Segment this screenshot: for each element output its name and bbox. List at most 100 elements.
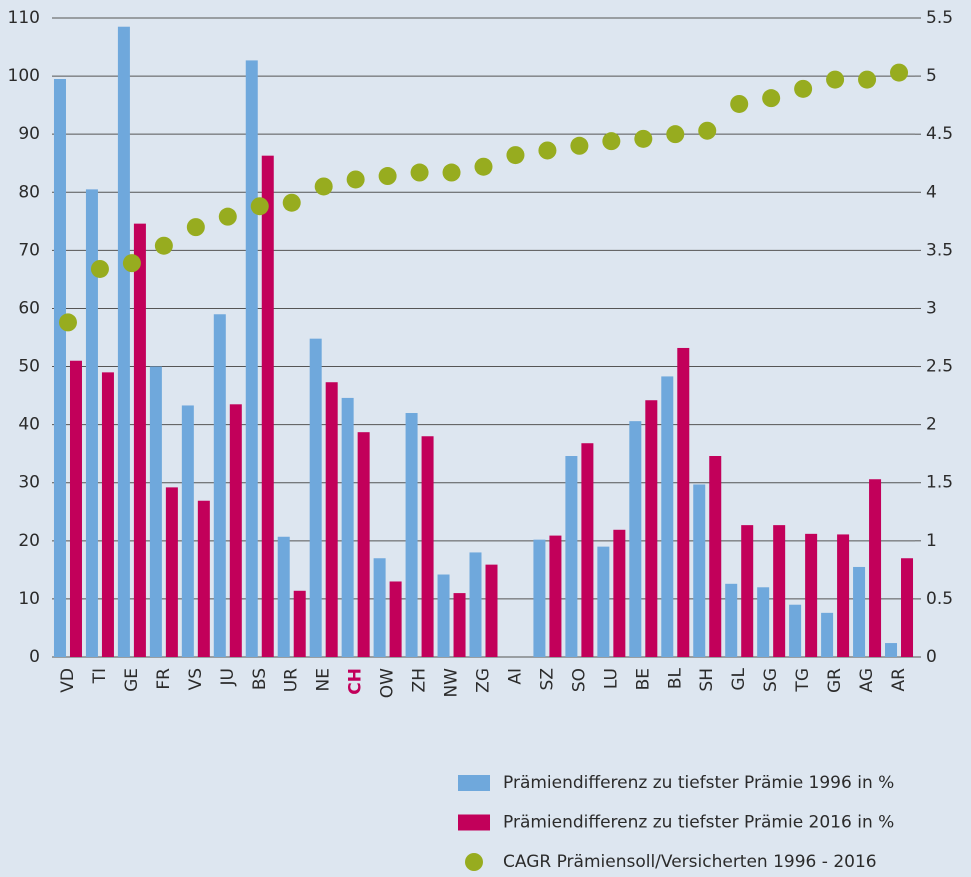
x-tick-label: AR bbox=[889, 668, 909, 692]
bar bbox=[853, 566, 866, 657]
x-tick-label: JU bbox=[218, 668, 238, 686]
y2-tick-label: 0 bbox=[926, 647, 937, 667]
bar bbox=[117, 26, 130, 658]
y2-tick-label: 3 bbox=[926, 298, 937, 318]
bar bbox=[597, 546, 610, 657]
y2-tick-label: 4 bbox=[926, 182, 937, 202]
bar bbox=[197, 500, 210, 657]
bar bbox=[85, 189, 98, 658]
x-tick-label: SH bbox=[697, 668, 717, 692]
bar bbox=[53, 78, 66, 657]
bar bbox=[149, 366, 162, 657]
dot bbox=[474, 157, 493, 176]
dot bbox=[314, 177, 333, 196]
legend-swatch bbox=[458, 814, 490, 831]
bar bbox=[757, 587, 770, 657]
x-tick-label: BS bbox=[250, 668, 270, 690]
dot bbox=[346, 170, 365, 189]
dot bbox=[666, 125, 685, 144]
bar bbox=[309, 338, 322, 657]
x-tick-label: SG bbox=[761, 668, 781, 692]
bar bbox=[357, 432, 370, 657]
x-tick-label: AI bbox=[505, 668, 525, 685]
bar bbox=[581, 443, 594, 657]
bar bbox=[469, 552, 482, 657]
bar bbox=[437, 574, 450, 657]
bar bbox=[565, 456, 578, 657]
dot bbox=[378, 167, 397, 186]
bar bbox=[645, 400, 658, 657]
bar bbox=[613, 529, 626, 657]
y-tick-label: 20 bbox=[18, 531, 40, 551]
bar bbox=[133, 223, 146, 657]
y-tick-label: 60 bbox=[18, 298, 40, 318]
bar bbox=[533, 539, 546, 657]
x-tick-label: LU bbox=[601, 668, 621, 689]
bar bbox=[869, 479, 882, 657]
y-tick-label: 10 bbox=[18, 589, 40, 609]
dot bbox=[890, 63, 909, 82]
x-tick-label: ZH bbox=[410, 668, 430, 692]
bar bbox=[101, 372, 114, 657]
dot bbox=[442, 163, 461, 182]
y2-tick-label: 3.5 bbox=[926, 240, 953, 260]
y-tick-label: 0 bbox=[29, 647, 40, 667]
dot bbox=[58, 313, 77, 332]
dot bbox=[762, 89, 781, 108]
dot bbox=[538, 141, 557, 160]
y2-tick-label: 2.5 bbox=[926, 357, 953, 377]
x-tick-label: NE bbox=[314, 668, 334, 691]
x-tick-label: GE bbox=[122, 668, 142, 692]
bar bbox=[485, 564, 498, 657]
dot bbox=[826, 70, 845, 89]
bar bbox=[549, 535, 562, 657]
dot bbox=[570, 136, 589, 155]
bar bbox=[165, 487, 178, 657]
x-tick-label: CH bbox=[346, 668, 366, 695]
x-tick-label: OW bbox=[378, 668, 398, 698]
bar bbox=[821, 612, 834, 657]
y2-tick-label: 1 bbox=[926, 531, 937, 551]
bar bbox=[725, 583, 738, 657]
bar bbox=[629, 421, 642, 657]
y2-tick-label: 0.5 bbox=[926, 589, 953, 609]
dot bbox=[282, 193, 301, 212]
dot bbox=[186, 218, 205, 237]
bar bbox=[325, 382, 338, 657]
bar bbox=[69, 360, 82, 657]
bar bbox=[773, 525, 786, 657]
bar bbox=[453, 593, 466, 657]
y-tick-label: 100 bbox=[8, 66, 40, 86]
bar bbox=[901, 558, 914, 657]
legend-swatch bbox=[465, 853, 483, 871]
x-tick-label: TG bbox=[793, 668, 813, 693]
x-tick-label: NW bbox=[442, 668, 462, 698]
bar bbox=[213, 314, 226, 657]
bar bbox=[421, 436, 434, 657]
dot bbox=[122, 254, 141, 273]
x-tick-label: SZ bbox=[537, 668, 557, 690]
y2-tick-label: 5 bbox=[926, 66, 937, 86]
dot bbox=[410, 163, 429, 182]
dot bbox=[730, 94, 749, 113]
bar bbox=[693, 484, 706, 657]
x-tick-label: AG bbox=[857, 668, 877, 693]
bar bbox=[341, 397, 354, 657]
x-tick-label: GL bbox=[729, 667, 749, 690]
dot bbox=[858, 70, 877, 89]
y2-tick-label: 5.5 bbox=[926, 8, 953, 28]
dot bbox=[602, 132, 621, 151]
dot bbox=[154, 236, 173, 255]
bar bbox=[389, 581, 402, 657]
y-tick-label: 80 bbox=[18, 182, 40, 202]
y2-tick-label: 2 bbox=[926, 415, 937, 435]
bar bbox=[709, 456, 722, 657]
bar bbox=[789, 604, 802, 657]
legend-swatch bbox=[458, 775, 490, 791]
x-tick-label: TI bbox=[90, 668, 110, 684]
dot bbox=[698, 121, 717, 140]
y2-tick-label: 1.5 bbox=[926, 473, 953, 493]
y2-tick-label: 4.5 bbox=[926, 124, 953, 144]
y-tick-label: 30 bbox=[18, 473, 40, 493]
